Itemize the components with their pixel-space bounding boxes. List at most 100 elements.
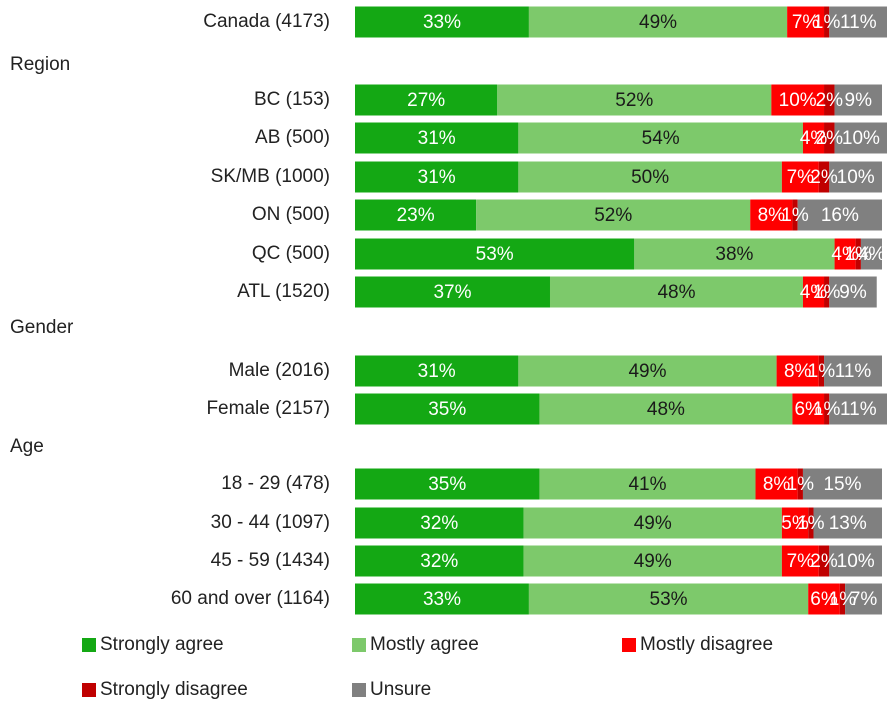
value-label: 11% bbox=[840, 12, 877, 33]
bar-segment bbox=[355, 6, 529, 38]
value-label: 11% bbox=[835, 361, 872, 382]
bar-segment bbox=[355, 393, 540, 425]
value-label: 1% bbox=[813, 282, 841, 303]
bar-segment bbox=[634, 238, 835, 270]
value-label: 33% bbox=[423, 12, 461, 33]
value-label: 7% bbox=[787, 167, 815, 188]
value-label: 31% bbox=[418, 361, 456, 382]
value-label: 10% bbox=[837, 167, 875, 188]
value-label: 54% bbox=[642, 128, 680, 149]
bar-segment bbox=[824, 393, 830, 425]
bar-segment bbox=[824, 355, 882, 387]
bar-segment bbox=[355, 583, 529, 615]
value-label: 8% bbox=[758, 205, 786, 226]
value-label: 13% bbox=[829, 513, 867, 534]
bar-segment bbox=[476, 199, 751, 231]
bar-segment bbox=[355, 238, 635, 270]
value-label: 1% bbox=[813, 12, 841, 33]
bar-segment bbox=[845, 583, 882, 615]
value-label: 50% bbox=[631, 167, 669, 188]
value-label: 1% bbox=[787, 474, 815, 495]
row-label: AB (500) bbox=[255, 127, 330, 148]
value-label: 53% bbox=[650, 589, 688, 610]
bar-segment bbox=[355, 276, 550, 308]
value-label: 6% bbox=[810, 589, 838, 610]
group-header: Gender bbox=[10, 317, 74, 338]
legend-swatch bbox=[82, 683, 96, 697]
bar-segment bbox=[776, 355, 819, 387]
bar-segment bbox=[829, 161, 882, 193]
bar-segment bbox=[792, 199, 798, 231]
bar-segment bbox=[523, 507, 782, 539]
value-label: 6% bbox=[794, 399, 822, 420]
value-label: 23% bbox=[397, 205, 435, 226]
bar-segment bbox=[781, 161, 819, 193]
bar-segment bbox=[818, 545, 830, 577]
bar-segment bbox=[824, 122, 835, 154]
row-label: SK/MB (1000) bbox=[211, 166, 330, 187]
value-label: 49% bbox=[628, 361, 666, 382]
value-label: 10% bbox=[837, 551, 875, 572]
value-label: 1% bbox=[797, 513, 825, 534]
bar-segment bbox=[528, 6, 788, 38]
bar-segment bbox=[797, 468, 803, 500]
bar-segment bbox=[792, 393, 825, 425]
legend-swatch bbox=[82, 638, 96, 652]
bar-segment bbox=[771, 84, 825, 116]
row-label: 18 - 29 (478) bbox=[221, 473, 330, 494]
value-label: 9% bbox=[845, 90, 873, 111]
value-label: 41% bbox=[628, 474, 666, 495]
bar-segment bbox=[824, 6, 830, 38]
value-label: 7% bbox=[787, 551, 815, 572]
value-label: 35% bbox=[428, 474, 466, 495]
value-label: 7% bbox=[792, 12, 820, 33]
row-label: Canada (4173) bbox=[203, 11, 330, 32]
value-label: 10% bbox=[779, 90, 817, 111]
value-label: 48% bbox=[647, 399, 685, 420]
legend-label: Mostly disagree bbox=[640, 634, 773, 655]
bar-segment bbox=[824, 276, 830, 308]
bar-segment bbox=[834, 84, 882, 116]
value-label: 31% bbox=[418, 167, 456, 188]
value-label: 1% bbox=[808, 361, 836, 382]
bar-segment bbox=[834, 238, 856, 270]
bar-segment bbox=[834, 122, 887, 154]
bar-segment bbox=[802, 276, 825, 308]
value-label: 53% bbox=[476, 244, 514, 265]
row-label: Male (2016) bbox=[229, 360, 330, 381]
bar-segment bbox=[355, 355, 519, 387]
bar-segment bbox=[787, 6, 825, 38]
value-label: 1% bbox=[829, 589, 857, 610]
bar-segment bbox=[813, 507, 882, 539]
value-label: 33% bbox=[423, 589, 461, 610]
value-label: 27% bbox=[407, 90, 445, 111]
legend-label: Strongly agree bbox=[100, 634, 224, 655]
group-header: Age bbox=[10, 436, 44, 457]
row-label: BC (153) bbox=[254, 89, 330, 110]
value-label: 16% bbox=[821, 205, 859, 226]
bar-segment bbox=[549, 276, 803, 308]
value-label: 9% bbox=[839, 282, 867, 303]
bar-segment bbox=[808, 507, 814, 539]
bar-segment bbox=[781, 507, 809, 539]
value-label: 8% bbox=[763, 474, 791, 495]
bar-segment bbox=[518, 355, 777, 387]
bar-segment bbox=[829, 545, 882, 577]
value-label: 1% bbox=[813, 399, 841, 420]
row-label: 60 and over (1164) bbox=[171, 588, 330, 609]
value-label: 32% bbox=[420, 551, 458, 572]
value-label: 2% bbox=[816, 90, 844, 111]
bar-segment bbox=[824, 84, 835, 116]
bar-segment bbox=[355, 122, 519, 154]
value-label: 49% bbox=[634, 551, 672, 572]
bar-segment bbox=[518, 122, 803, 154]
bar-segment bbox=[528, 583, 809, 615]
bar-segment bbox=[497, 84, 772, 116]
bar-segment bbox=[355, 161, 519, 193]
bar-segment bbox=[539, 393, 793, 425]
group-header: Region bbox=[10, 54, 70, 75]
bar-segment bbox=[829, 393, 887, 425]
bar-segment bbox=[829, 276, 877, 308]
value-label: 1% bbox=[781, 205, 809, 226]
